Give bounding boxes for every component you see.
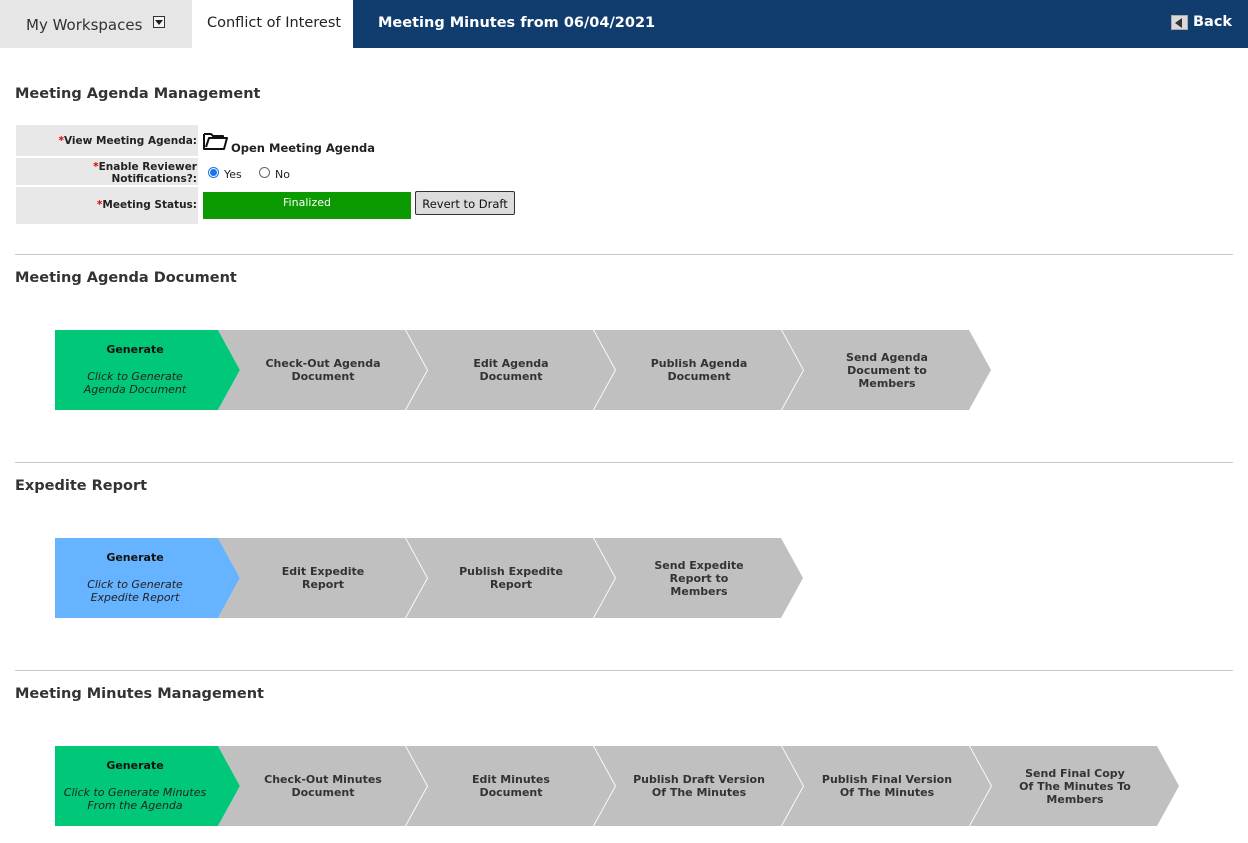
back-arrow-icon xyxy=(1171,15,1188,30)
top-bar: My Workspaces Conflict of Interest Meeti… xyxy=(0,0,1248,48)
workflow-step-button[interactable]: Publish Draft Version Of The Minutes xyxy=(594,746,806,826)
generate-title: Generate xyxy=(106,343,164,356)
tab-conflict-of-interest[interactable]: Conflict of Interest xyxy=(192,0,353,48)
view-agenda-label: *View Meeting Agenda: xyxy=(16,125,198,156)
workspaces-label: My Workspaces xyxy=(26,16,143,34)
section-title-agenda-document: Meeting Agenda Document xyxy=(15,270,237,286)
generate-title: Generate xyxy=(106,551,164,564)
section-title-agenda-management: Meeting Agenda Management xyxy=(15,86,261,102)
generate-step-button[interactable]: Generate Click to Generate Expedite Report xyxy=(55,538,245,618)
workflow-step-label: Send Agenda Document to Members xyxy=(846,350,928,390)
divider xyxy=(15,462,1233,463)
divider xyxy=(15,254,1233,255)
yes-label: Yes xyxy=(224,168,242,181)
notifications-yes-radio[interactable] xyxy=(208,167,219,178)
notifications-no-radio[interactable] xyxy=(259,167,270,178)
workflow-step-label: Edit Expedite Report xyxy=(281,565,365,591)
section-title-expedite-report: Expedite Report xyxy=(15,478,148,494)
generate-step-button[interactable]: Generate Click to Generate Minutes From th… xyxy=(55,746,245,826)
workflow-step-button[interactable]: Send Agenda Document to Members xyxy=(782,330,994,410)
generate-subtitle: Click to Generate Agenda Document xyxy=(83,370,187,396)
generate-subtitle: Click to Generate Expedite Report xyxy=(87,578,183,604)
workspaces-menu[interactable]: My Workspaces xyxy=(0,0,192,48)
workflow-step-label: Publish Agenda Document xyxy=(650,357,748,383)
workflow-step-label: Publish Final Version Of The Minutes xyxy=(821,773,953,799)
workflow-step-label: Publish Draft Version Of The Minutes xyxy=(633,773,765,799)
workflow-step-button[interactable]: Send Final Copy Of The Minutes To Members xyxy=(970,746,1182,826)
workflow-step-button[interactable]: Edit Expedite Report xyxy=(218,538,430,618)
folder-icon[interactable] xyxy=(203,131,229,151)
meeting-status-label: *Meeting Status: xyxy=(16,187,198,224)
page-title: Meeting Minutes from 06/04/2021 xyxy=(378,15,656,31)
workflow-step-label: Check-Out Agenda Document xyxy=(265,357,381,383)
workflow-step-label: Edit Agenda Document xyxy=(473,357,549,383)
generate-subtitle: Click to Generate Minutes From the Agenda xyxy=(63,786,207,812)
workflow-step-button[interactable]: Publish Agenda Document xyxy=(594,330,806,410)
workflow-step-button[interactable]: Publish Final Version Of The Minutes xyxy=(782,746,994,826)
tab-label: Conflict of Interest xyxy=(207,15,342,31)
workflow-step-button[interactable]: Edit Agenda Document xyxy=(406,330,618,410)
workflow-step-label: Send Expedite Report to Members xyxy=(654,558,744,598)
dropdown-arrow-icon[interactable] xyxy=(153,16,165,28)
workflow-step-label: Send Final Copy Of The Minutes To Members xyxy=(1019,766,1131,806)
workflow-step-button[interactable]: Edit Minutes Document xyxy=(406,746,618,826)
generate-title: Generate xyxy=(106,759,164,772)
workflow-step-button[interactable]: Publish Expedite Report xyxy=(406,538,618,618)
workflow-step-label: Check-Out Minutes Document xyxy=(264,773,382,799)
back-label: Back xyxy=(1193,14,1233,30)
workflow-step-button[interactable]: Check-Out Minutes Document xyxy=(218,746,430,826)
workflow-step-button[interactable]: Check-Out Agenda Document xyxy=(218,330,430,410)
open-meeting-agenda-link[interactable]: Open Meeting Agenda xyxy=(231,141,376,155)
workflow-step-button[interactable]: Send Expedite Report to Members xyxy=(594,538,806,618)
meeting-status-badge: Finalized xyxy=(203,192,411,219)
generate-step-button[interactable]: Generate Click to Generate Agenda Document xyxy=(55,330,245,410)
divider xyxy=(15,670,1233,671)
workflow-step-label: Publish Expedite Report xyxy=(459,565,563,591)
section-title-minutes-management: Meeting Minutes Management xyxy=(15,686,264,702)
notifications-label: *Enable Reviewer Notifications?: xyxy=(16,158,198,185)
no-label: No xyxy=(275,168,290,181)
revert-to-draft-button[interactable]: Revert to Draft xyxy=(415,191,515,215)
workflow-step-label: Edit Minutes Document xyxy=(472,773,550,799)
